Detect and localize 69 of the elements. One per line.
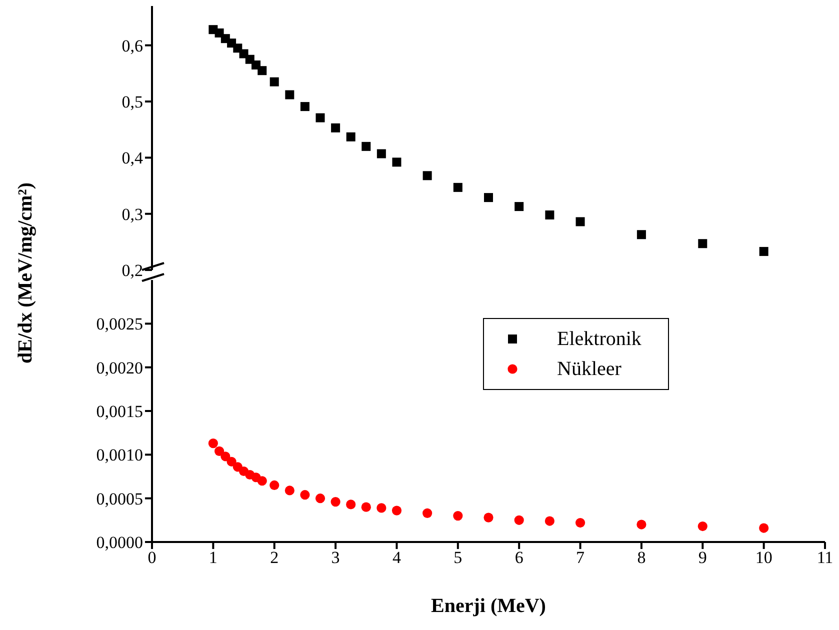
point <box>331 123 340 132</box>
point <box>346 500 356 510</box>
point <box>422 508 432 518</box>
x-tick-label: 4 <box>392 548 402 568</box>
point <box>484 193 493 202</box>
point <box>226 456 236 466</box>
point <box>316 113 325 122</box>
point <box>208 438 218 448</box>
x-axis-title: Enerji (MeV) <box>431 595 546 617</box>
point <box>453 511 463 521</box>
y-tick-label: 0,0010 <box>96 446 143 465</box>
point <box>300 102 310 112</box>
y-tick-label: 0,5 <box>122 92 143 112</box>
point <box>392 506 402 516</box>
y-tick-label: 0,0020 <box>96 358 143 378</box>
x-tick-label: 10 <box>755 548 772 568</box>
y-tick-label: 0,0025 <box>96 314 143 334</box>
point <box>453 182 462 192</box>
point <box>636 520 646 530</box>
y-tick-label: 0,0005 <box>96 489 143 508</box>
y-tick-label: 0,2 <box>122 261 143 280</box>
point <box>257 476 267 486</box>
legend-label: Elektronik <box>557 328 642 350</box>
x-tick-label: 5 <box>454 548 462 568</box>
point <box>514 202 524 212</box>
legend-label: Nükleer <box>557 358 622 380</box>
point <box>315 494 326 504</box>
point <box>285 90 294 100</box>
point <box>576 217 585 226</box>
point <box>362 142 371 151</box>
point <box>376 149 386 158</box>
point <box>759 523 769 533</box>
y-tick-label: 0,6 <box>122 36 143 56</box>
x-tick-label: 6 <box>514 548 524 568</box>
y-tick-label: 0,4 <box>122 148 144 168</box>
point <box>698 521 708 532</box>
point <box>270 480 280 490</box>
y-axis-title: dE/dx (MeV/mg/cm²) <box>14 182 38 364</box>
point <box>575 518 586 528</box>
point <box>220 452 230 462</box>
x-tick-label: 11 <box>816 548 834 568</box>
point <box>214 446 224 456</box>
point <box>636 230 646 240</box>
point <box>300 490 310 500</box>
y-tick-label: 0,3 <box>122 204 143 224</box>
point <box>330 497 340 507</box>
point <box>484 512 494 522</box>
point <box>392 158 402 167</box>
point <box>422 171 432 180</box>
x-tick-label: 7 <box>576 548 586 568</box>
point <box>544 516 554 526</box>
point <box>284 486 294 496</box>
point <box>759 246 768 256</box>
x-tick-label: 2 <box>270 548 279 568</box>
point <box>376 503 386 513</box>
x-tick-label: 8 <box>637 548 646 568</box>
y-tick-label: 0,0000 <box>96 533 143 552</box>
x-tick-label: 3 <box>331 548 340 568</box>
y-tick-label: 0,0015 <box>96 402 143 422</box>
x-tick-label: 9 <box>698 548 707 568</box>
point <box>545 210 554 220</box>
point <box>698 239 708 248</box>
point <box>270 77 279 86</box>
point <box>514 515 524 525</box>
x-tick-label: 0 <box>148 548 156 568</box>
point <box>258 66 267 76</box>
x-tick-label: 1 <box>208 548 218 568</box>
point <box>346 132 356 142</box>
point <box>361 502 371 512</box>
